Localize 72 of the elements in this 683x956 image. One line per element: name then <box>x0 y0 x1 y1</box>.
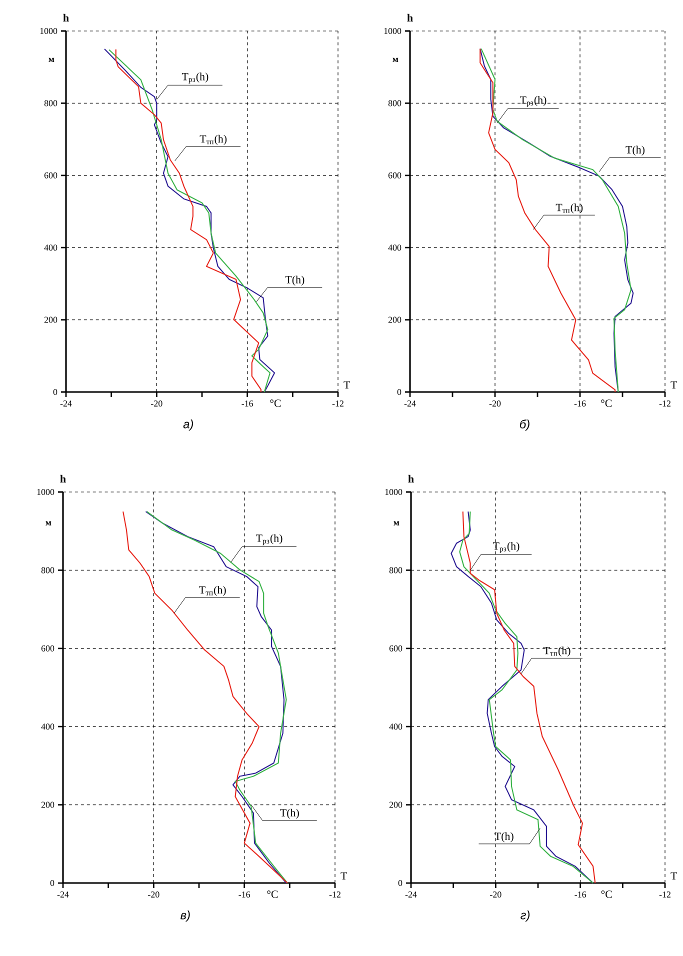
annotation: T$_{тп}$(h) <box>200 134 227 145</box>
x-tick-label: -20 <box>490 892 502 898</box>
y-axis-title: h <box>408 474 414 482</box>
text: °C <box>601 890 612 898</box>
annotation: T$_{тп}$(h) <box>544 646 570 656</box>
y-tick-label: 0 <box>53 388 58 396</box>
y-tick-label: 200 <box>41 802 54 808</box>
annotation: T(h) <box>626 146 645 156</box>
text: в) <box>180 910 190 922</box>
text: °C <box>601 400 612 407</box>
text: г) <box>520 910 530 922</box>
x-axis-title: T <box>670 381 678 388</box>
text: а) <box>183 420 193 431</box>
text: б) <box>520 420 530 431</box>
y-tick-label: 400 <box>388 244 402 251</box>
y-tick-label: 1000 <box>384 28 402 34</box>
x-tick-label: -12 <box>332 400 344 406</box>
text: м <box>392 58 398 62</box>
y-tick-label: 1000 <box>385 488 402 496</box>
y-tick-label: 0 <box>398 880 402 886</box>
y-tick-label: 400 <box>44 244 58 251</box>
y-tick-label: 800 <box>44 100 58 106</box>
x-tick-label: -20 <box>148 892 160 898</box>
annotation: T(h) <box>285 276 304 286</box>
text: °C <box>267 890 278 898</box>
x-tick-label: -12 <box>329 892 340 898</box>
y-tick-label: 600 <box>41 645 54 652</box>
y-tick-label: 200 <box>389 802 402 808</box>
x-tick-label: -24 <box>57 892 69 898</box>
annotation: T$_{рз}$(h) <box>520 96 546 107</box>
x-tick-label: -24 <box>60 400 72 406</box>
y-tick-label: 800 <box>388 100 402 106</box>
y-axis-title: h <box>63 14 69 22</box>
x-axis-title: T <box>340 872 348 880</box>
annotation: T$_{тп}$(h) <box>199 586 226 596</box>
x-tick-label: -12 <box>659 400 670 406</box>
y-tick-label: 0 <box>50 880 54 886</box>
text: м <box>48 58 54 62</box>
annotation: T(h) <box>494 832 514 842</box>
x-tick-label: -24 <box>404 400 416 406</box>
y-tick-label: 600 <box>44 172 58 178</box>
y-tick-label: 800 <box>389 567 402 574</box>
y-axis-title: h <box>60 474 66 482</box>
x-tick-label: -20 <box>151 400 162 407</box>
y-tick-label: 200 <box>388 316 402 323</box>
y-tick-label: 1000 <box>40 28 58 34</box>
x-tick-label: -20 <box>489 400 501 407</box>
y-tick-label: 600 <box>388 172 402 178</box>
x-tick-label: -16 <box>238 892 250 898</box>
annotation: T$_{рз}$(h) <box>182 72 208 84</box>
y-tick-label: 1000 <box>37 488 54 496</box>
x-tick-label: -16 <box>574 400 586 407</box>
annotation: T$_{рз}$(h) <box>492 542 520 553</box>
annotation: T$_{рз}$(h) <box>256 534 282 546</box>
x-axis-title: T <box>670 872 678 880</box>
y-tick-label: 200 <box>44 316 58 323</box>
y-axis-title: h <box>407 14 413 22</box>
y-tick-label: 400 <box>389 724 402 730</box>
x-tick-label: -16 <box>242 400 254 407</box>
text: м <box>394 521 400 526</box>
x-axis-title: T <box>344 381 350 388</box>
annotation: T(h) <box>280 808 299 819</box>
y-tick-label: 400 <box>41 724 54 730</box>
x-tick-label: -12 <box>659 892 670 898</box>
annotation: T$_{тп}$(h) <box>556 203 583 214</box>
y-tick-label: 0 <box>397 388 402 396</box>
text: м <box>46 521 52 526</box>
y-tick-label: 600 <box>389 645 402 652</box>
x-tick-label: -16 <box>574 892 586 898</box>
x-tick-label: -24 <box>405 892 417 898</box>
text: °C <box>270 400 281 407</box>
y-tick-label: 800 <box>41 567 54 574</box>
